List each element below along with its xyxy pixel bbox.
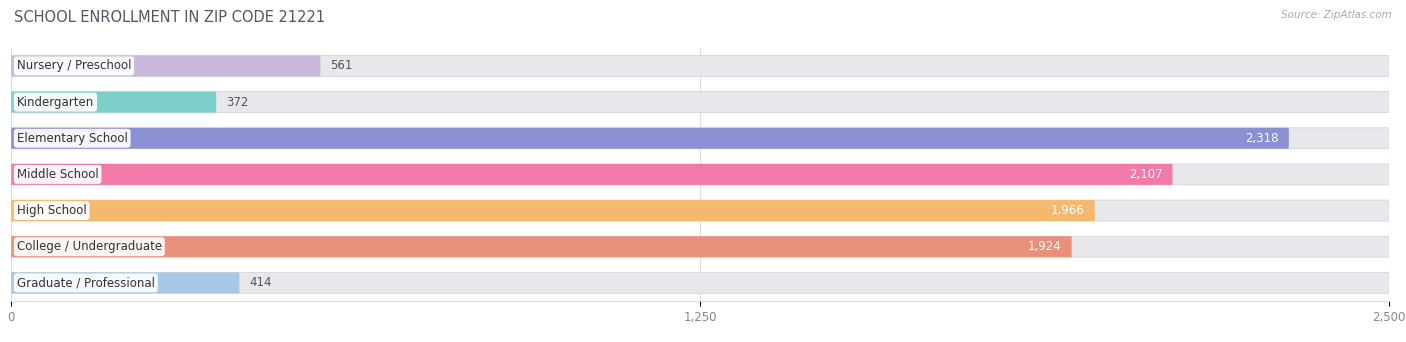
Text: Graduate / Professional: Graduate / Professional	[17, 276, 155, 289]
Text: Source: ZipAtlas.com: Source: ZipAtlas.com	[1281, 10, 1392, 20]
Text: 1,924: 1,924	[1028, 240, 1062, 253]
FancyBboxPatch shape	[11, 164, 1173, 185]
Text: Middle School: Middle School	[17, 168, 98, 181]
FancyBboxPatch shape	[11, 92, 217, 113]
Text: 2,318: 2,318	[1246, 132, 1279, 145]
FancyBboxPatch shape	[11, 200, 1095, 221]
Text: 372: 372	[226, 96, 249, 109]
Text: Elementary School: Elementary School	[17, 132, 128, 145]
Text: 561: 561	[330, 60, 353, 73]
FancyBboxPatch shape	[11, 272, 1389, 293]
Text: Kindergarten: Kindergarten	[17, 96, 94, 109]
FancyBboxPatch shape	[11, 236, 1071, 257]
FancyBboxPatch shape	[11, 236, 1389, 257]
FancyBboxPatch shape	[11, 164, 1389, 185]
FancyBboxPatch shape	[11, 272, 239, 293]
Text: SCHOOL ENROLLMENT IN ZIP CODE 21221: SCHOOL ENROLLMENT IN ZIP CODE 21221	[14, 10, 325, 25]
FancyBboxPatch shape	[11, 128, 1389, 149]
FancyBboxPatch shape	[11, 55, 321, 77]
FancyBboxPatch shape	[11, 92, 1389, 113]
FancyBboxPatch shape	[11, 128, 1289, 149]
Text: 2,107: 2,107	[1129, 168, 1163, 181]
Text: 1,966: 1,966	[1052, 204, 1085, 217]
Text: College / Undergraduate: College / Undergraduate	[17, 240, 162, 253]
Text: Nursery / Preschool: Nursery / Preschool	[17, 60, 131, 73]
Text: 414: 414	[249, 276, 271, 289]
FancyBboxPatch shape	[11, 200, 1389, 221]
FancyBboxPatch shape	[11, 55, 1389, 77]
Text: High School: High School	[17, 204, 87, 217]
